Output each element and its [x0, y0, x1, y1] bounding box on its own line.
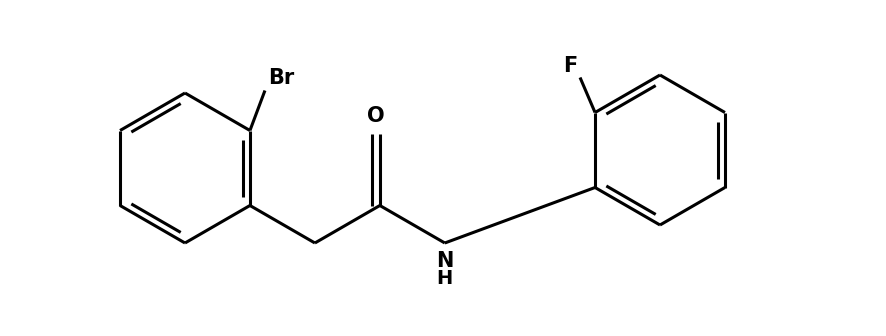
Text: F: F: [563, 55, 577, 76]
Text: N: N: [436, 251, 454, 271]
Text: Br: Br: [268, 69, 294, 88]
Text: O: O: [367, 106, 385, 126]
Text: H: H: [437, 269, 453, 288]
